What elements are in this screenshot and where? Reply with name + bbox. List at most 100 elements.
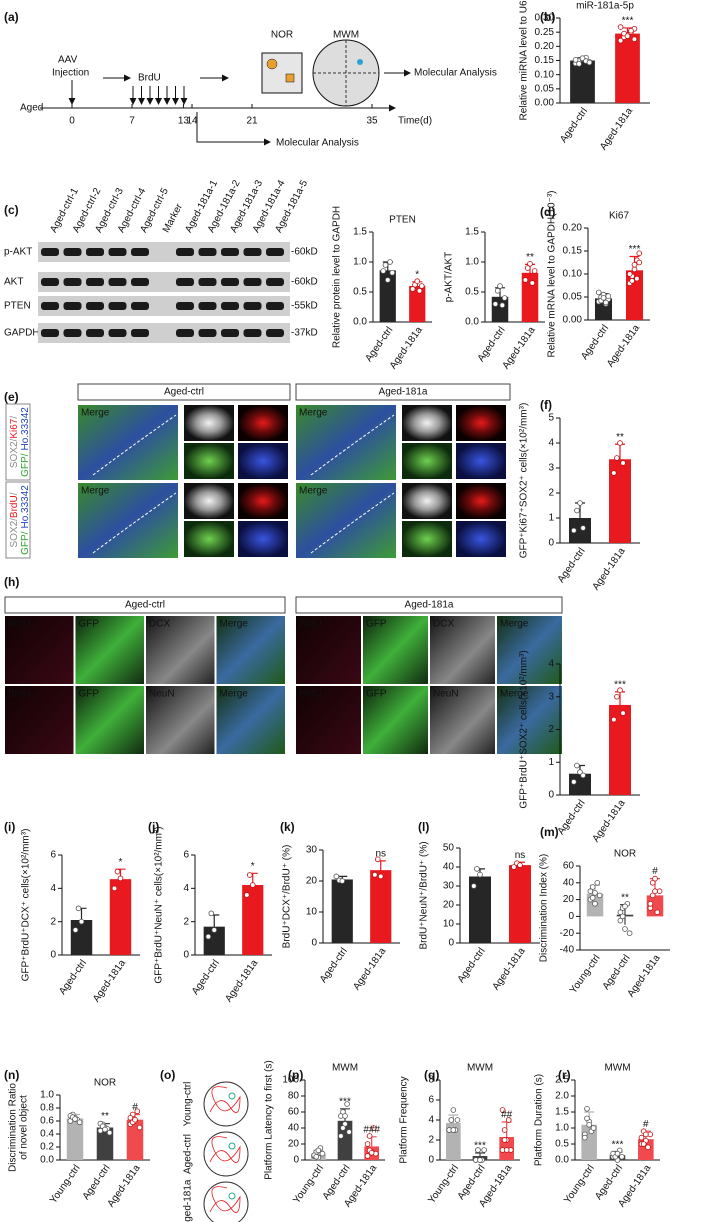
data-point (374, 856, 381, 863)
boundary (92, 492, 177, 554)
data-point (501, 1137, 508, 1143)
marker-part: GFP/ (20, 453, 31, 477)
y-tick-label: 1.0 (555, 1123, 569, 1134)
x-tick-label: Aged-ctrl (190, 958, 222, 997)
data-point (522, 277, 529, 283)
data-point (346, 1129, 352, 1135)
y-tick-label: 1 (548, 757, 554, 768)
section-image (146, 616, 215, 684)
marker-part: Ki67 (9, 418, 20, 438)
data-point (492, 301, 499, 307)
marker-part: Ho.33342 (20, 485, 31, 529)
blot-strip (38, 242, 290, 262)
data-point (643, 1131, 649, 1138)
band (63, 248, 82, 256)
group-box (295, 596, 563, 614)
day-label: 21 (246, 116, 258, 127)
marker-part: BrdU (9, 495, 20, 518)
arrow (196, 112, 271, 146)
channel-label: GFP (366, 689, 387, 700)
data-point (631, 266, 638, 273)
data-point (106, 1129, 113, 1136)
y-tick-label: 4 (548, 438, 554, 449)
bar (109, 879, 132, 955)
significance: *** (622, 16, 634, 27)
section-image (5, 686, 74, 754)
y-axis-label: GFP⁺BrdU⁺SOX2⁺ cells(×10²/mm³) (519, 650, 530, 808)
data-point (372, 871, 378, 878)
y-tick-label: 0 (293, 1155, 299, 1166)
y-tick-label: 1.0 (465, 257, 479, 268)
y-axis-label: Discrimination Ratio (8, 1083, 19, 1172)
band (266, 278, 284, 286)
significance: ** (526, 252, 534, 263)
data-point (382, 262, 389, 268)
y-axis-label: Relative mRNA level to GAPDH(10⁻³) (547, 191, 558, 358)
x-tick-label: Young-ctrl (568, 953, 603, 996)
y-axis-label: Platform Latency to first (s) (264, 1060, 275, 1179)
channel-label: Merge (500, 689, 529, 700)
bar (96, 1127, 114, 1160)
marker-box (5, 481, 31, 559)
data-point (342, 1113, 348, 1119)
data-point (333, 873, 340, 880)
data-point (571, 779, 577, 785)
data-point (364, 1153, 371, 1159)
significance: ## (501, 1110, 513, 1121)
data-point (475, 1147, 481, 1153)
y-tick-label: 0.20 (563, 223, 583, 234)
x-tick-label: Aged-181a (591, 546, 628, 593)
data-point (640, 1141, 647, 1147)
track-label: Aged-ctrl (183, 1134, 194, 1174)
blot-size: -60kD (291, 247, 318, 258)
merge-image (296, 483, 396, 558)
section-image (296, 686, 361, 754)
channel-label: Merge (500, 619, 529, 630)
data-point (205, 933, 212, 940)
data-point (338, 1133, 344, 1139)
data-point (313, 1154, 320, 1160)
data-point (574, 762, 580, 769)
data-point (582, 1134, 588, 1141)
data-point (617, 909, 624, 915)
significance: ** (616, 432, 624, 443)
panel-label: (e) (4, 390, 19, 404)
band (176, 329, 194, 337)
significance: ns (375, 848, 386, 859)
section-image (216, 616, 285, 684)
band (41, 278, 59, 286)
x-tick-label: Aged-ctrl (456, 946, 488, 985)
y-tick-label: 2 (50, 916, 56, 927)
panel-label: (o) (160, 1068, 175, 1082)
data-point (499, 1107, 506, 1113)
y-tick-label: 0 (448, 938, 454, 949)
marker-part: / (9, 416, 20, 419)
y-tick-label: 60 (288, 1107, 300, 1118)
band (86, 329, 104, 337)
chart-title: MWM (467, 1063, 493, 1074)
x-tick-label: Aged-ctrl (363, 325, 395, 364)
marker-part: GFP/ (20, 531, 31, 555)
blot-strip (38, 272, 290, 292)
channel-image (184, 443, 234, 479)
panel-label: (k) (280, 820, 295, 834)
chart-title: NOR (614, 849, 636, 860)
y-tick-label: 4 (50, 883, 56, 894)
data-point (577, 769, 583, 775)
group-header: Aged-ctrl (125, 600, 165, 611)
significance: ns (515, 850, 526, 861)
analysis-label: Molecular Analysis (414, 68, 497, 79)
channel-image (184, 521, 234, 557)
panel-label: (h) (4, 575, 19, 589)
y-tick-label: 0 (548, 538, 554, 549)
y-tick-label: 2 (183, 916, 189, 927)
data-point (596, 892, 603, 899)
channel-image (456, 483, 506, 519)
y-tick-label: 40 (443, 862, 455, 873)
band (221, 248, 239, 256)
y-axis-label: GFP⁺BrdU⁺DCX⁺ cells(×10²/mm³) (21, 829, 32, 982)
data-point (450, 1107, 457, 1113)
y-tick-label: 3 (548, 691, 554, 702)
day-label: 0 (69, 116, 75, 127)
y-tick-label: 0 (50, 950, 56, 961)
